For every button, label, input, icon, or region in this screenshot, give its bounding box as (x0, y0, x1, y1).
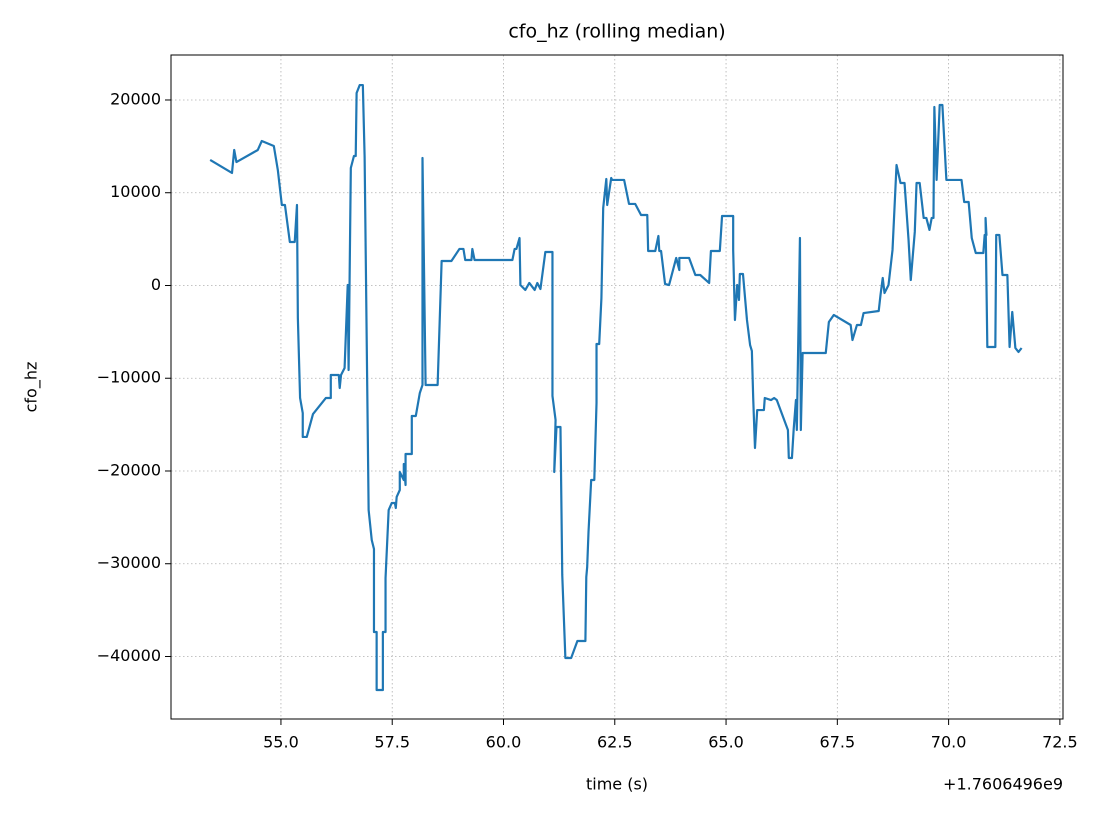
grid (171, 55, 1063, 719)
y-tick-label: −10000 (97, 368, 161, 387)
x-tick-label: 70.0 (931, 733, 967, 752)
y-axis-label: cfo_hz (22, 362, 42, 413)
x-tick-label: 72.5 (1042, 733, 1078, 752)
x-tick-label: 57.5 (374, 733, 410, 752)
chart-title: cfo_hz (rolling median) (508, 21, 725, 43)
y-tick-label: 20000 (110, 89, 161, 108)
x-tick-label: 65.0 (708, 733, 744, 752)
y-tick-label: −20000 (97, 460, 161, 479)
x-tick-label: 55.0 (263, 733, 299, 752)
y-tick-label: 10000 (110, 182, 161, 201)
x-offset-text: +1.7606496e9 (943, 775, 1063, 794)
x-tick-label: 67.5 (820, 733, 856, 752)
data-line (209, 83, 1023, 692)
y-tick-label: −40000 (97, 646, 161, 665)
x-tick-label: 60.0 (486, 733, 522, 752)
y-tick-label: −30000 (97, 553, 161, 572)
x-tick-label: 62.5 (597, 733, 633, 752)
plot (209, 83, 1023, 692)
x-axis-label: time (s) (586, 775, 648, 794)
y-tick-label: 0 (151, 275, 161, 294)
axes-frame (170, 54, 1064, 720)
